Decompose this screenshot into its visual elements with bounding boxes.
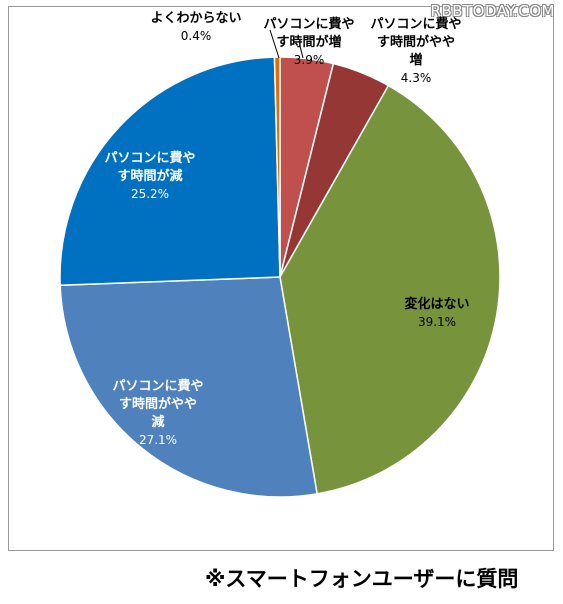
footnote: ※スマートフォンユーザーに質問 (205, 567, 519, 591)
watermark: RBBTODAY.COM (430, 2, 555, 20)
pie-slice (59, 276, 319, 498)
pie-slices (59, 56, 501, 498)
slice-category-label: 増 (409, 52, 422, 68)
slice-value-label: 3.9% (294, 53, 325, 67)
slice-category-label: す時間が増 (276, 34, 341, 50)
leader-line (299, 45, 304, 59)
slice-label: パソコンに費やす時間が減 25.2% (104, 150, 195, 201)
slice-label: パソコンに費やす時間がやや増 4.3% (370, 16, 461, 85)
pie-slice (279, 84, 501, 495)
slice-label: 変化はない 39.1% (404, 296, 469, 329)
slice-value-label: 4.3% (401, 71, 432, 85)
leader-lines (269, 29, 304, 59)
slice-category-label: す時間がやや (377, 34, 455, 50)
slice-value-label: 25.2% (131, 187, 169, 201)
slice-category-label: パソコンに費や (370, 16, 461, 32)
slice-value-label: 27.1% (139, 433, 177, 447)
slice-category-label: 減 (151, 414, 164, 430)
slice-label: パソコンに費やす時間がやや減 27.1% (112, 378, 203, 447)
slice-label: よくわからない 0.4% (150, 11, 241, 43)
slice-category-label: よくわからない (150, 11, 241, 26)
slice-value-label: 0.4% (181, 29, 212, 43)
slice-category-label: 変化はない (404, 296, 469, 312)
slice-category-label: す時間がやや (119, 396, 197, 412)
pie-slice (273, 56, 281, 278)
slice-category-label: パソコンに費や (112, 378, 203, 394)
slice-category-label: パソコンに費や (263, 16, 354, 32)
slice-category-label: パソコンに費や (104, 150, 195, 166)
slice-labels: パソコンに費やす時間が増 3.9%パソコンに費やす時間がやや増 4.3%変化はない 3… (104, 11, 469, 447)
slice-category-label: す時間が減 (117, 168, 182, 184)
slice-value-label: 39.1% (418, 315, 456, 329)
slice-label: パソコンに費やす時間が増 3.9% (263, 16, 354, 67)
pie-slice (59, 56, 281, 287)
leader-line (269, 29, 280, 59)
